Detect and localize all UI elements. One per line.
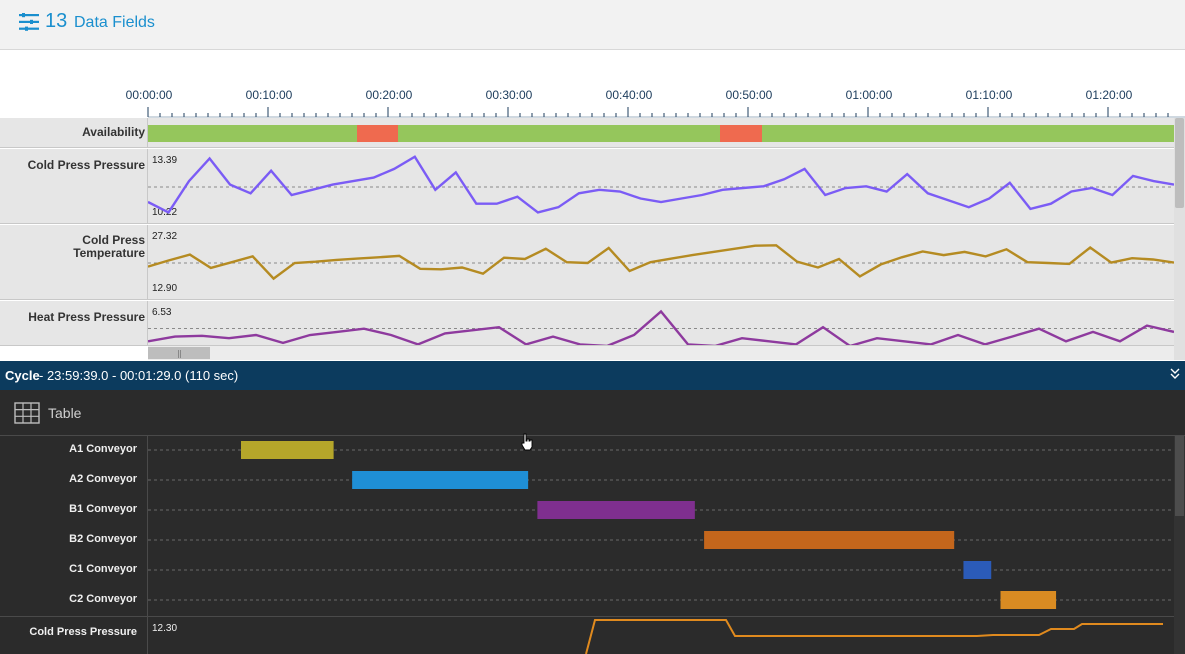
min-value-label: 12.90 xyxy=(152,283,178,294)
divider xyxy=(0,435,1185,436)
vertical-scroll-thumb[interactable] xyxy=(1175,436,1184,516)
row-divider xyxy=(147,225,148,299)
max-value-label: 12.30 xyxy=(152,623,178,634)
gantt-task-bar[interactable] xyxy=(537,501,695,519)
double-chevron-down-icon[interactable] xyxy=(1169,367,1181,381)
gantt-task-bar[interactable] xyxy=(352,471,529,489)
vertical-scrollbar[interactable] xyxy=(1174,436,1185,654)
data-fields-count[interactable]: 13 xyxy=(45,10,68,32)
gantt-row-label: B2 Conveyor xyxy=(69,533,137,545)
row-heat-press-pressure: Heat Press Pressure 6.53 xyxy=(0,301,1174,346)
row-label-cold-press-pressure: Cold Press Pressure xyxy=(27,158,145,172)
series-line xyxy=(148,155,1174,214)
table-label: Table xyxy=(48,405,82,421)
grip-icon xyxy=(178,350,181,358)
row-divider xyxy=(147,118,148,147)
toolbar-header: 13 Data Fields xyxy=(0,0,1185,50)
vertical-scrollbar[interactable] xyxy=(1174,118,1185,360)
cycle-panel: Table A1 Conveyor A2 Conveyor B1 Conveyor B… xyxy=(0,390,1185,654)
row-divider xyxy=(147,301,148,345)
row-label-availability: Availability xyxy=(82,125,145,139)
table-grid-icon xyxy=(14,402,40,424)
horizontal-scroll-thumb[interactable] xyxy=(148,347,210,359)
time-tick-label: 00:50:00 xyxy=(725,88,773,102)
series-line xyxy=(148,244,1174,281)
availability-up-segment xyxy=(148,125,1174,142)
time-tick-label: 00:30:00 xyxy=(485,88,533,102)
vertical-scroll-thumb[interactable] xyxy=(1175,118,1184,208)
cycle-cold-press-pressure-line[interactable] xyxy=(148,617,1174,654)
heat-press-pressure-line[interactable] xyxy=(148,301,1174,346)
row-label-cold-press-temperature: Cold Press Temperature xyxy=(73,233,145,260)
gantt-task-bar[interactable] xyxy=(704,531,955,549)
time-tick-label: 00:00:00 xyxy=(125,88,173,102)
max-value-label: 6.53 xyxy=(152,307,172,318)
max-value-label: 27.32 xyxy=(152,231,178,242)
time-axis-ticks xyxy=(147,107,1185,118)
gantt-row-label: A2 Conveyor xyxy=(69,473,137,485)
row-divider xyxy=(147,149,148,223)
sliders-icon[interactable] xyxy=(19,13,39,31)
divider xyxy=(147,435,148,654)
timeline-panel: 00:00:00 00:10:00 00:20:00 00:30:00 00:40:00… xyxy=(0,52,1185,360)
cycle-header: Cycle - 23:59:39.0 - 00:01:29.0 (110 sec… xyxy=(0,361,1185,390)
row-availability: Availability xyxy=(0,118,1174,148)
time-tick-label: 01:10:00 xyxy=(965,88,1013,102)
cycle-title: Cycle xyxy=(5,368,40,383)
gantt-task-bar[interactable] xyxy=(1000,591,1057,609)
hand-cursor-icon xyxy=(521,433,533,451)
horizontal-scrollbar[interactable] xyxy=(148,346,1174,360)
availability-down-segment[interactable] xyxy=(720,125,762,142)
row-label-cold-press-pressure-cycle: Cold Press Pressure xyxy=(29,626,137,638)
availability-bar[interactable] xyxy=(148,118,1174,148)
gantt-task-bar[interactable] xyxy=(241,441,334,459)
data-fields-label[interactable]: Data Fields xyxy=(74,14,155,31)
time-tick-label: 00:10:00 xyxy=(245,88,293,102)
availability-down-segment[interactable] xyxy=(357,125,398,142)
time-tick-label: 00:20:00 xyxy=(365,88,413,102)
max-value-label: 13.39 xyxy=(152,155,178,166)
row-cold-press-pressure: Cold Press Pressure 13.39 10.22 xyxy=(0,149,1174,224)
divider xyxy=(0,616,1185,617)
cold-press-pressure-line[interactable] xyxy=(148,149,1174,224)
gantt-row-label: A1 Conveyor xyxy=(69,443,137,455)
gantt-row-label: B1 Conveyor xyxy=(69,503,137,515)
time-tick-label: 01:20:00 xyxy=(1085,88,1133,102)
gantt-row-label: C1 Conveyor xyxy=(69,563,137,575)
time-axis: 00:00:00 00:10:00 00:20:00 00:30:00 00:40:00… xyxy=(0,52,1185,118)
time-tick-label: 01:00:00 xyxy=(845,88,893,102)
cycle-range: - 23:59:39.0 - 00:01:29.0 (110 sec) xyxy=(39,368,239,383)
row-label-heat-press-pressure: Heat Press Pressure xyxy=(28,310,145,324)
cold-press-temperature-line[interactable] xyxy=(148,225,1174,300)
gantt-chart xyxy=(148,441,1174,609)
min-value-label: 10.22 xyxy=(152,207,178,218)
gantt-task-bar[interactable] xyxy=(963,561,992,579)
series-line xyxy=(148,309,1174,345)
row-cold-press-temperature: Cold Press Temperature 27.32 12.90 xyxy=(0,225,1174,300)
gantt-row-label: C2 Conveyor xyxy=(69,593,137,605)
time-tick-label: 00:40:00 xyxy=(605,88,653,102)
